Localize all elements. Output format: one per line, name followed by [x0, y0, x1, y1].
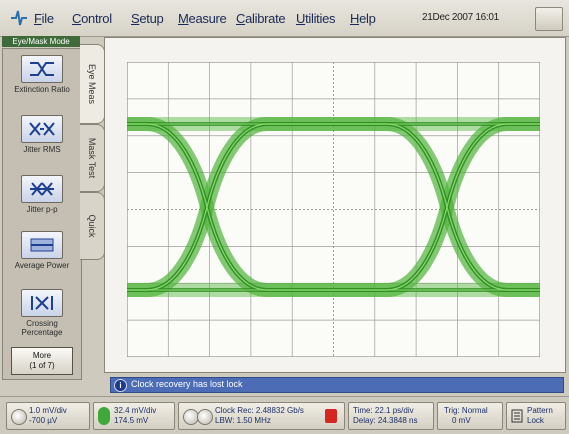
time-scale: Time: 22.1 ps/div [353, 406, 414, 415]
channel-a-settings[interactable]: 1.0 mV/div -700 µV [6, 402, 90, 430]
jitter-pp-icon [21, 175, 63, 203]
trigger-settings[interactable]: Trig: Normal 0 mV [437, 402, 503, 430]
trigger-level: 0 mV [452, 416, 471, 425]
tab-quick[interactable]: Quick [80, 192, 105, 260]
pattern-label: Pattern [527, 406, 553, 415]
more-label: More [32, 351, 52, 360]
measurement-toolbar: Extinction Ratio Jitter RMS Jitter p-p A… [2, 48, 82, 380]
eye-diagram-plot [127, 62, 540, 357]
tool-jitter-pp[interactable]: Jitter p-p [9, 175, 75, 214]
menu-bar: File Control Setup Measure Calibrate Uti… [0, 0, 569, 37]
eye-trace-highlight [127, 123, 540, 291]
more-button[interactable]: More (1 of 7) [11, 347, 73, 375]
tool-jitter-rms[interactable]: Jitter RMS [9, 115, 75, 154]
datetime-readout: 21Dec 2007 16:01 [422, 12, 499, 23]
tab-label: Mask Test [87, 137, 97, 179]
trigger-mode: Trig: Normal [444, 406, 488, 415]
lock-label: Lock [527, 416, 544, 425]
ch-b-scale: 32.4 mV/div [114, 406, 157, 415]
knob-icon[interactable] [197, 409, 213, 425]
menu-utilities[interactable]: Utilities [296, 11, 336, 26]
clock-rate: Clock Rec: 2.48832 Gb/s [215, 406, 304, 415]
channel-b-settings[interactable]: 32.4 mV/div 174.5 mV [93, 402, 175, 430]
eye-diagram-icon [21, 55, 63, 83]
tool-average-power[interactable]: Average Power [9, 231, 75, 270]
menu-measure[interactable]: Measure [178, 11, 227, 26]
channel-indicator-icon [98, 407, 110, 425]
jitter-icon [21, 115, 63, 143]
tab-label: Quick [87, 214, 97, 238]
menu-help[interactable]: Help [350, 11, 376, 26]
pattern-icon [511, 409, 523, 423]
menu-setup[interactable]: Setup [131, 11, 164, 26]
pattern-lock-button[interactable]: Pattern Lock [506, 402, 566, 430]
tool-label: Crossing Percentage [21, 319, 63, 337]
knob-icon[interactable] [11, 409, 27, 425]
app-logo-icon [11, 10, 27, 26]
tool-label: Average Power [14, 261, 70, 270]
crossing-icon [21, 289, 63, 317]
tool-label: Jitter p-p [26, 205, 58, 214]
menu-calibrate[interactable]: Calibrate [236, 11, 286, 26]
average-power-icon [21, 231, 63, 259]
info-icon: i [114, 379, 127, 392]
tool-extinction-ratio[interactable]: Extinction Ratio [9, 55, 75, 94]
tab-label: Eye Meas [87, 63, 97, 105]
lock-lost-icon [325, 409, 337, 423]
tool-label: Jitter RMS [23, 145, 61, 154]
menu-file[interactable]: File [34, 11, 54, 26]
ch-a-scale: 1.0 mV/div [29, 406, 67, 415]
settings-bar: 1.0 mV/div -700 µV 32.4 mV/div 174.5 mV … [0, 396, 569, 434]
eye-traces [127, 117, 540, 297]
time-delay: Delay: 24.3848 ns [353, 416, 418, 425]
ch-a-offset: -700 µV [29, 416, 58, 425]
eye-trace-highlight [127, 123, 540, 291]
clock-recovery-settings[interactable]: Clock Rec: 2.48832 Gb/s LBW: 1.50 MHz [178, 402, 345, 430]
tool-label: Extinction Ratio [14, 85, 70, 94]
tab-eye-meas[interactable]: Eye Meas [80, 44, 105, 124]
menu-control[interactable]: Control [72, 11, 112, 26]
minimize-button[interactable] [535, 7, 563, 31]
tab-mask-test[interactable]: Mask Test [80, 124, 105, 192]
tool-crossing-percentage[interactable]: Crossing Percentage [9, 289, 75, 337]
status-message: Clock recovery has lost lock [131, 379, 243, 389]
more-page: (1 of 7) [29, 361, 55, 370]
ch-b-offset: 174.5 mV [114, 416, 149, 425]
clock-loop-bw: LBW: 1.50 MHz [215, 416, 271, 425]
status-bar: i Clock recovery has lost lock [110, 377, 564, 393]
mode-label: Eye/Mask Mode [2, 36, 80, 47]
timebase-settings[interactable]: Time: 22.1 ps/div Delay: 24.3848 ns [348, 402, 434, 430]
